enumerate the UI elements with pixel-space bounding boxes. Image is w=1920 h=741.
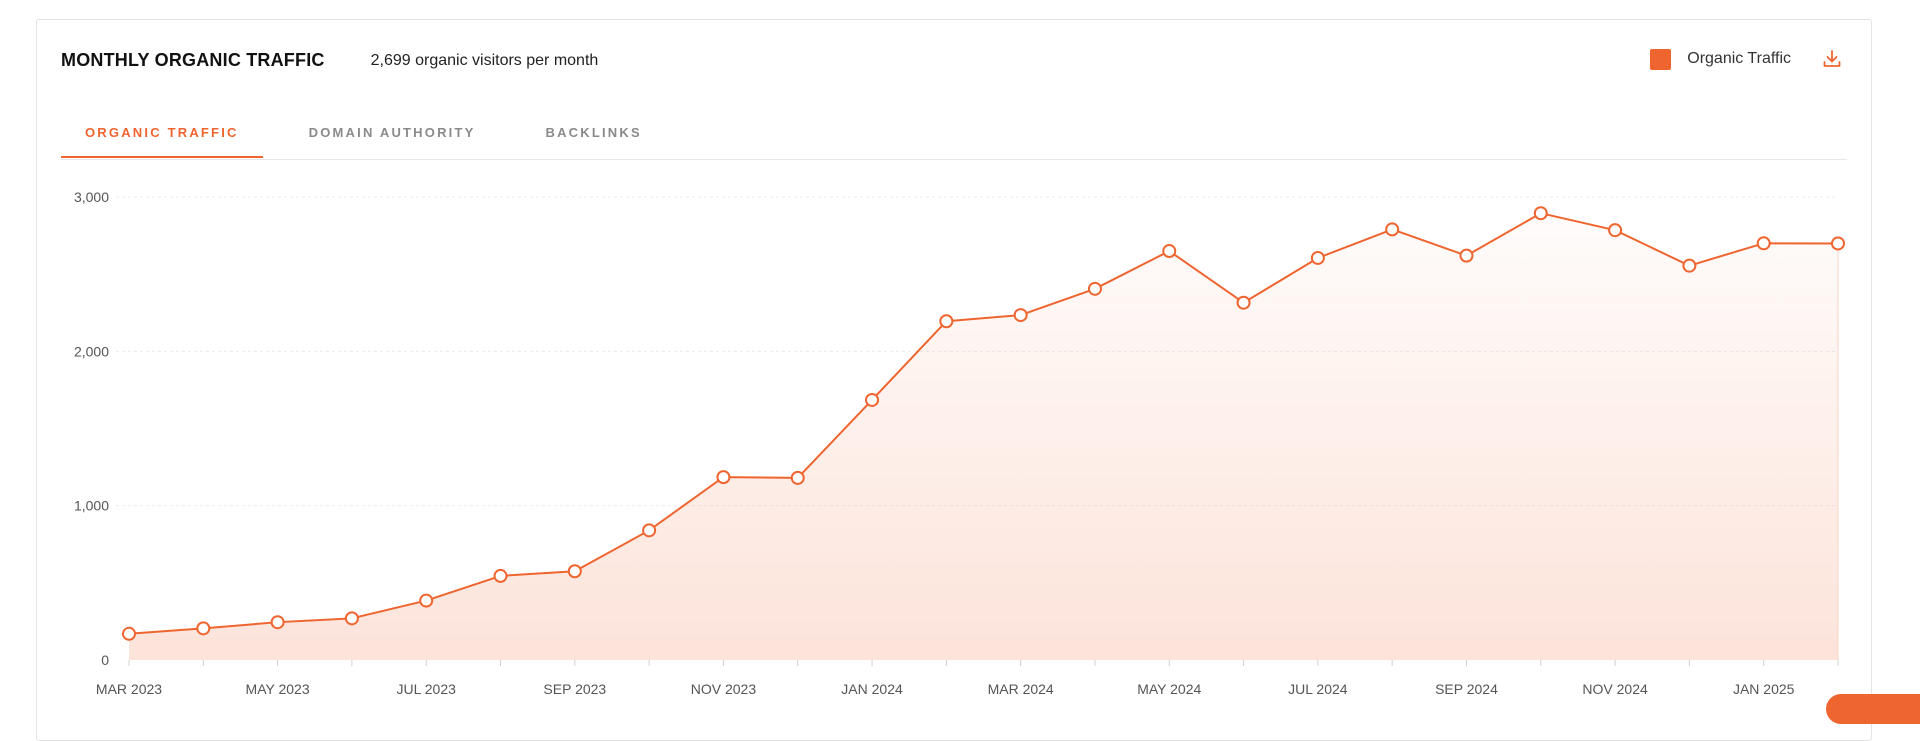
x-tick-label: JAN 2024 [841,681,903,697]
data-point[interactable] [1608,223,1623,238]
data-point[interactable] [1682,258,1697,273]
data-point[interactable] [865,392,880,407]
data-point[interactable] [1087,281,1102,296]
visitors-summary: 2,699 organic visitors per month [370,51,599,69]
y-tick-label: 3,000 [74,189,109,205]
data-point[interactable] [1533,206,1548,221]
tab-backlinks[interactable]: BACKLINKS [545,125,642,140]
legend-label[interactable]: Organic Traffic [1687,50,1791,67]
x-tick-label: SEP 2023 [543,681,606,697]
data-point[interactable] [939,314,954,329]
data-point[interactable] [122,626,136,641]
data-point[interactable] [1236,295,1251,310]
legend-swatch [1650,48,1672,70]
data-point[interactable] [1831,236,1845,251]
y-axis-ticks: 0 1,000 2,000 3,000 [74,189,109,668]
download-icon-graphic [1823,50,1841,67]
download-icon[interactable] [1821,48,1843,70]
series-line [128,212,1839,635]
data-point[interactable] [790,470,805,485]
data-point[interactable] [344,611,359,626]
data-point[interactable] [196,621,211,636]
tab-domain-authority[interactable]: DOMAIN AUTHORITY [308,125,476,140]
data-point[interactable] [567,564,582,579]
series-points [122,206,1845,641]
y-tick-label: 2,000 [74,343,109,359]
chart-tabs: ORGANIC TRAFFIC DOMAIN AUTHORITY BACKLIN… [61,115,1847,160]
x-tick-label: JUL 2023 [397,681,457,697]
x-axis-ticks: MAR 2023 MAY 2023 JUL 2023 SEP 2023 NOV 2023… [96,660,1839,697]
data-point[interactable] [1756,236,1771,251]
x-tick-label: MAY 2023 [246,681,310,697]
y-tick-label: 1,000 [74,498,109,514]
chart-title: MONTHLY ORGANIC TRAFFIC [61,50,325,70]
x-tick-label: NOV 2024 [1582,681,1648,697]
x-tick-label: JUL 2024 [1288,681,1348,697]
data-point[interactable] [270,615,285,630]
chat-widget-button[interactable] [1826,694,1920,724]
y-tick-label: 0 [101,652,109,668]
x-tick-label: SEP 2024 [1435,681,1498,697]
x-tick-label: MAY 2024 [1137,681,1201,697]
area-shape [129,213,1838,660]
area-fill [129,213,1839,660]
x-tick-label: NOV 2023 [691,681,757,697]
data-point[interactable] [493,568,508,583]
card-header: MONTHLY ORGANIC TRAFFIC 2,699 organic vi… [61,50,598,71]
data-point[interactable] [642,523,657,538]
x-tick-label: MAR 2023 [96,681,162,697]
x-tick-label: JAN 2025 [1733,681,1795,697]
tab-organic-traffic[interactable]: ORGANIC TRAFFIC [61,115,263,158]
data-point[interactable] [419,593,434,608]
data-point[interactable] [1310,250,1325,265]
data-point[interactable] [1459,248,1474,263]
data-point[interactable] [1013,308,1028,323]
x-tick-label: MAR 2024 [988,681,1054,697]
data-point[interactable] [1385,222,1400,237]
data-point[interactable] [1162,244,1177,259]
chart-legend: Organic Traffic [1650,48,1843,70]
traffic-chart: 0 1,000 2,000 3,000 MAR 2023 MAY 2023 JUL 202… [74,189,1845,697]
data-point[interactable] [716,470,731,485]
organic-traffic-line [128,212,1839,635]
